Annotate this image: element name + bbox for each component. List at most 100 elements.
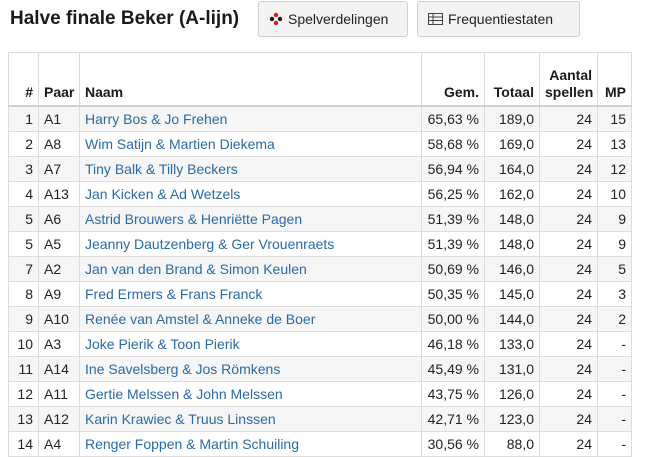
page-title: Halve finale Beker (A-lijn) [10, 8, 240, 29]
boards-cell: 24 [539, 406, 598, 432]
pair-name-link[interactable]: Harry Bos & Jo Frehen [85, 111, 228, 127]
total-cell: 144,0 [484, 306, 540, 332]
mp-cell: 9 [597, 231, 632, 257]
col-header-total[interactable]: Totaal [484, 52, 540, 107]
table-row: 12 A11 Gertie Melssen & John Melssen 43,75 … [8, 381, 632, 407]
name-cell: Tiny Balk & Tilly Beckers [79, 156, 422, 182]
pair-name-link[interactable]: Astrid Brouwers & Henriëtte Pagen [85, 211, 303, 227]
pair-cell: A9 [38, 281, 80, 307]
table-row: 1 A1 Harry Bos & Jo Frehen 65,63 % 189,0 24 15 [8, 105, 632, 132]
total-cell: 148,0 [484, 231, 540, 257]
col-header-mp[interactable]: MP [597, 52, 632, 107]
total-cell: 145,0 [484, 281, 540, 307]
total-cell: 148,0 [484, 206, 540, 232]
rank-cell: 4 [8, 181, 39, 207]
spelverdelingen-button[interactable]: Spelverdelingen [258, 1, 408, 37]
mp-cell: - [597, 406, 632, 432]
rank-cell: 12 [8, 381, 39, 407]
name-cell: Ine Savelsberg & Jos Römkens [79, 356, 422, 382]
name-cell: Karin Krawiec & Truus Linssen [79, 406, 422, 432]
avg-cell: 65,63 % [421, 105, 485, 132]
pair-name-link[interactable]: Gertie Melssen & John Melssen [85, 386, 283, 402]
col-header-rank[interactable]: # [8, 52, 39, 107]
name-cell: Jan van den Brand & Simon Keulen [79, 256, 422, 282]
pair-name-link[interactable]: Wim Satijn & Martien Diekema [85, 136, 275, 152]
col-header-pair[interactable]: Paar [38, 52, 80, 107]
boards-cell: 24 [539, 281, 598, 307]
pair-cell: A7 [38, 156, 80, 182]
card-suits-icon [269, 12, 283, 26]
total-cell: 123,0 [484, 406, 540, 432]
pair-name-link[interactable]: Jeanny Dautzenberg & Ger Vrouenraets [85, 236, 335, 252]
mp-cell: - [597, 331, 632, 357]
table-row: 11 A14 Ine Savelsberg & Jos Römkens 45,49 %… [8, 356, 632, 382]
results-table: # Paar Naam Gem. Totaal Aantal spellen MP… [8, 52, 632, 457]
rank-cell: 11 [8, 356, 39, 382]
pair-name-link[interactable]: Jan van den Brand & Simon Keulen [85, 261, 307, 277]
pair-name-link[interactable]: Karin Krawiec & Truus Linssen [85, 411, 276, 427]
mp-cell: 12 [597, 156, 632, 182]
boards-cell: 24 [539, 105, 598, 132]
total-cell: 133,0 [484, 331, 540, 357]
pair-cell: A14 [38, 356, 80, 382]
pair-cell: A3 [38, 331, 80, 357]
table-row: 3 A7 Tiny Balk & Tilly Beckers 56,94 % 164,0… [8, 156, 632, 182]
pair-name-link[interactable]: Jan Kicken & Ad Wetzels [85, 186, 241, 202]
mp-cell: 10 [597, 181, 632, 207]
avg-cell: 56,94 % [421, 156, 485, 182]
pair-name-link[interactable]: Fred Ermers & Frans Franck [85, 286, 263, 302]
results-table-container: # Paar Naam Gem. Totaal Aantal spellen MP… [8, 52, 632, 457]
boards-cell: 24 [539, 131, 598, 157]
pair-name-link[interactable]: Ine Savelsberg & Jos Römkens [85, 361, 281, 377]
col-header-avg[interactable]: Gem. [421, 52, 485, 107]
mp-cell: 13 [597, 131, 632, 157]
name-cell: Jeanny Dautzenberg & Ger Vrouenraets [79, 231, 422, 257]
rank-cell: 5 [8, 206, 39, 232]
total-cell: 189,0 [484, 105, 540, 132]
pair-name-link[interactable]: Joke Pierik & Toon Pierik [85, 336, 240, 352]
col-header-boards-line1: Aantal [549, 67, 592, 83]
rank-cell: 10 [8, 331, 39, 357]
table-row: 10 A3 Joke Pierik & Toon Pierik 46,18 % 133,… [8, 331, 632, 357]
avg-cell: 58,68 % [421, 131, 485, 157]
name-cell: Renée van Amstel & Anneke de Boer [79, 306, 422, 332]
col-header-boards[interactable]: Aantal spellen [539, 52, 598, 107]
avg-cell: 43,75 % [421, 381, 485, 407]
total-cell: 162,0 [484, 181, 540, 207]
table-row: 5 A5 Jeanny Dautzenberg & Ger Vrouenraets 5… [8, 231, 632, 257]
mp-cell: 9 [597, 206, 632, 232]
avg-cell: 45,49 % [421, 356, 485, 382]
rank-cell: 9 [8, 306, 39, 332]
boards-cell: 24 [539, 331, 598, 357]
name-cell: Wim Satijn & Martien Diekema [79, 131, 422, 157]
total-cell: 126,0 [484, 381, 540, 407]
col-header-name[interactable]: Naam [79, 52, 422, 107]
boards-cell: 24 [539, 306, 598, 332]
boards-cell: 24 [539, 381, 598, 407]
frequentiestaten-button[interactable]: Frequentiestaten [417, 1, 580, 37]
pair-name-link[interactable]: Tiny Balk & Tilly Beckers [85, 161, 238, 177]
total-cell: 169,0 [484, 131, 540, 157]
avg-cell: 42,71 % [421, 406, 485, 432]
pair-name-link[interactable]: Renger Foppen & Martin Schuiling [85, 436, 300, 452]
pair-cell: A6 [38, 206, 80, 232]
avg-cell: 51,39 % [421, 231, 485, 257]
name-cell: Gertie Melssen & John Melssen [79, 381, 422, 407]
name-cell: Astrid Brouwers & Henriëtte Pagen [79, 206, 422, 232]
rank-cell: 1 [8, 105, 39, 132]
avg-cell: 50,35 % [421, 281, 485, 307]
pair-cell: A13 [38, 181, 80, 207]
boards-cell: 24 [539, 256, 598, 282]
total-cell: 146,0 [484, 256, 540, 282]
pair-name-link[interactable]: Renée van Amstel & Anneke de Boer [85, 311, 316, 327]
pair-cell: A2 [38, 256, 80, 282]
name-cell: Fred Ermers & Frans Franck [79, 281, 422, 307]
col-header-boards-line2: spellen [545, 84, 594, 100]
avg-cell: 50,00 % [421, 306, 485, 332]
mp-cell: - [597, 381, 632, 407]
pair-cell: A8 [38, 131, 80, 157]
rank-cell: 5 [8, 231, 39, 257]
mp-cell: 2 [597, 306, 632, 332]
table-header-row: # Paar Naam Gem. Totaal Aantal spellen MP [8, 52, 632, 107]
results-table-body: 1 A1 Harry Bos & Jo Frehen 65,63 % 189,0 24 15… [8, 105, 632, 457]
